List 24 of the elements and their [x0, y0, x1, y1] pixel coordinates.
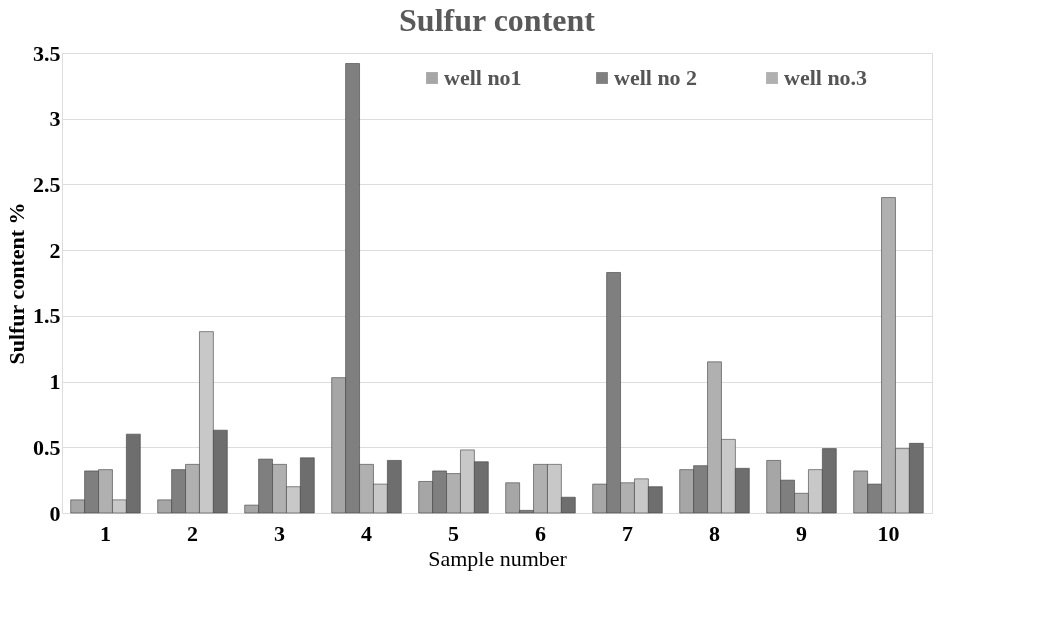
- y-tick-label: 3.5: [33, 40, 61, 66]
- x-tick-label: 4: [361, 520, 372, 546]
- x-tick-label: 5: [448, 520, 459, 546]
- x-tick-label: 6: [535, 520, 546, 546]
- chart-title: Sulfur content: [399, 2, 596, 38]
- x-tick-label: 8: [709, 520, 720, 546]
- x-tick-label: 10: [877, 520, 900, 546]
- y-tick-label: 0.5: [33, 434, 61, 460]
- y-tick-label: 0: [49, 500, 61, 526]
- legend-label: well no 2: [614, 65, 698, 90]
- y-tick-label: 2.5: [33, 171, 61, 197]
- x-tick-label: 2: [187, 520, 198, 546]
- x-tick-label: 9: [796, 520, 807, 546]
- x-axis-title: Sample number: [428, 545, 568, 571]
- y-tick-label: 3: [49, 106, 61, 132]
- x-tick-label: 3: [274, 520, 285, 546]
- y-tick-label: 1: [49, 369, 61, 395]
- x-tick-label: 7: [622, 520, 633, 546]
- y-tick-label: 2: [49, 237, 61, 263]
- y-tick-label: 1.5: [33, 303, 61, 329]
- y-axis-title: Sulfur content %: [4, 202, 29, 365]
- legend-label: well no.3: [784, 65, 868, 90]
- legend-label: well no1: [444, 65, 522, 90]
- x-tick-label: 1: [100, 520, 111, 546]
